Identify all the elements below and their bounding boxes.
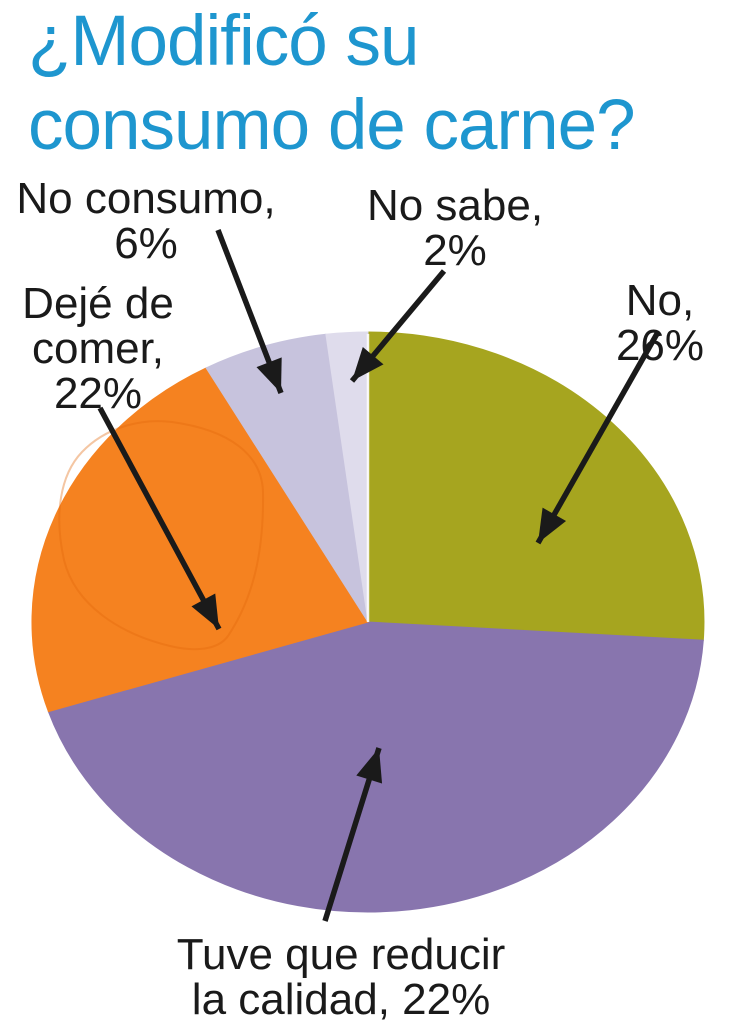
arrow-tuve-que-reducir xyxy=(322,747,383,922)
pie-slice-deje-de-comer xyxy=(31,367,369,713)
label-deje-de-comer: Dejé de comer, 22% xyxy=(22,281,174,416)
label-no-line1: No, xyxy=(625,276,695,325)
label-deje-value: 22% xyxy=(53,369,143,418)
label-deje-line2: comer, xyxy=(31,324,165,373)
watermark-outline xyxy=(58,420,265,651)
label-no-sabe-line1: No sabe, xyxy=(366,181,544,230)
chart-title: ¿Modificó su consumo de carne? xyxy=(28,0,636,168)
label-tuve-que-reducir: Tuve que reducir la calidad, 22% xyxy=(177,932,506,1022)
chart-title-line1: ¿Modificó su xyxy=(28,2,419,81)
label-tuve-line1: Tuve que reducir xyxy=(176,930,506,979)
callout-arrows xyxy=(97,229,661,922)
label-no-value: 26% xyxy=(615,321,705,370)
chart-title-line2: consumo de carne? xyxy=(28,86,636,165)
arrow-no xyxy=(535,330,661,545)
arrow-no-consumo xyxy=(215,229,284,394)
label-no-consumo-line1: No consumo, xyxy=(16,174,276,223)
label-tuve-line2: la calidad, 22% xyxy=(191,975,491,1024)
label-no: No, 26% xyxy=(616,278,704,368)
arrow-deje-de-comer xyxy=(97,406,222,631)
label-no-consumo-value: 6% xyxy=(114,219,178,268)
label-no-sabe: No sabe, 2% xyxy=(367,183,543,273)
label-no-consumo: No consumo, 6% xyxy=(16,176,275,266)
arrow-no-sabe xyxy=(349,269,447,383)
pie-slice-no-sabe xyxy=(325,331,369,623)
label-deje-line1: Dejé de xyxy=(22,279,174,328)
label-no-sabe-value: 2% xyxy=(423,226,487,275)
pie-slice-no xyxy=(367,331,705,641)
